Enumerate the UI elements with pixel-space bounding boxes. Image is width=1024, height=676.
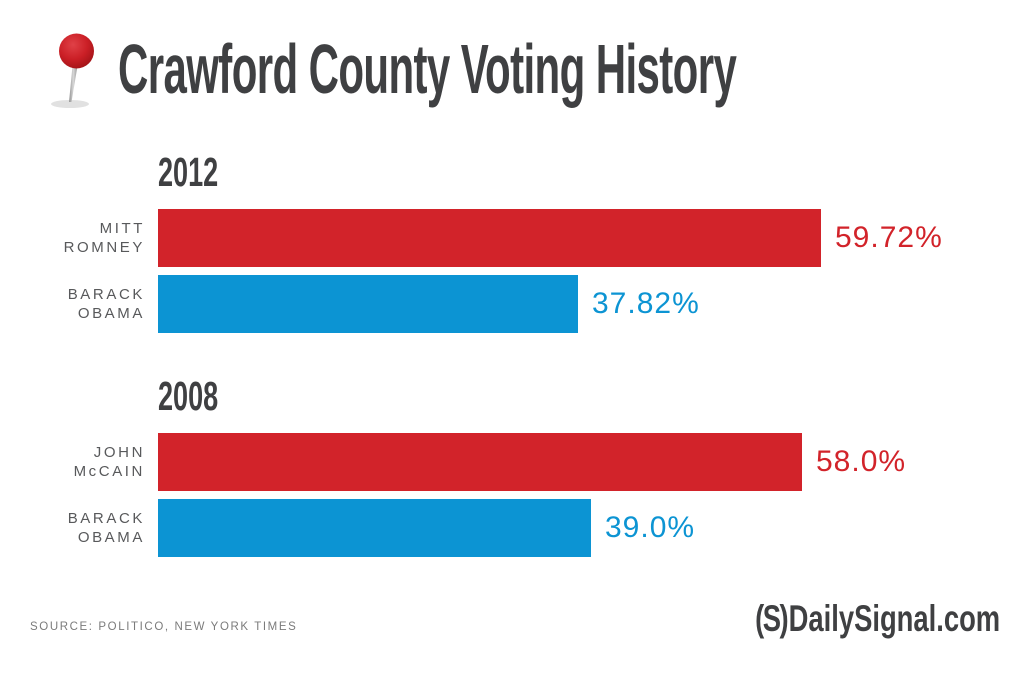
value-label: 37.82% (592, 287, 700, 320)
bar-row: BARACK OBAMA 37.82% (0, 275, 1024, 333)
value-label: 39.0% (605, 511, 696, 544)
bar-row: MITT ROMNEY 59.72% (0, 209, 1024, 267)
source-credit: SOURCE: POLITICO, NEW YORK TIMES (30, 621, 298, 633)
chart-title: Crawford County Voting History (118, 30, 737, 108)
candidate-label: MITT ROMNEY (63, 220, 145, 256)
red-pushpin-icon (51, 33, 94, 108)
dailysignal-s-mark: (S) (754, 598, 789, 639)
republican-bar (158, 433, 802, 491)
chart-group-2012: 2012 MITT ROMNEY 59.72% BARACK OBAMA 37.82% (0, 150, 1024, 341)
republican-bar (158, 209, 821, 267)
candidate-label: BARACK OBAMA (67, 286, 145, 322)
bar-row: BARACK OBAMA 39.0% (0, 499, 1024, 557)
democrat-bar (158, 499, 591, 557)
chart-group-2008: 2008 JOHN McCAIN 58.0% BARACK OBAMA 39.0% (0, 374, 1024, 565)
bar-row: JOHN McCAIN 58.0% (0, 433, 1024, 491)
year-heading: 2008 (158, 373, 219, 419)
dailysignal-wordmark: DailySignal.com (788, 598, 1000, 639)
value-label: 59.72% (835, 221, 943, 254)
candidate-label: JOHN McCAIN (73, 444, 145, 480)
dailysignal-logo: (S)DailySignal.com (755, 596, 1000, 642)
candidate-label: BARACK OBAMA (67, 510, 145, 546)
democrat-bar (158, 275, 578, 333)
value-label: 58.0% (816, 445, 907, 478)
year-heading: 2012 (158, 149, 219, 195)
